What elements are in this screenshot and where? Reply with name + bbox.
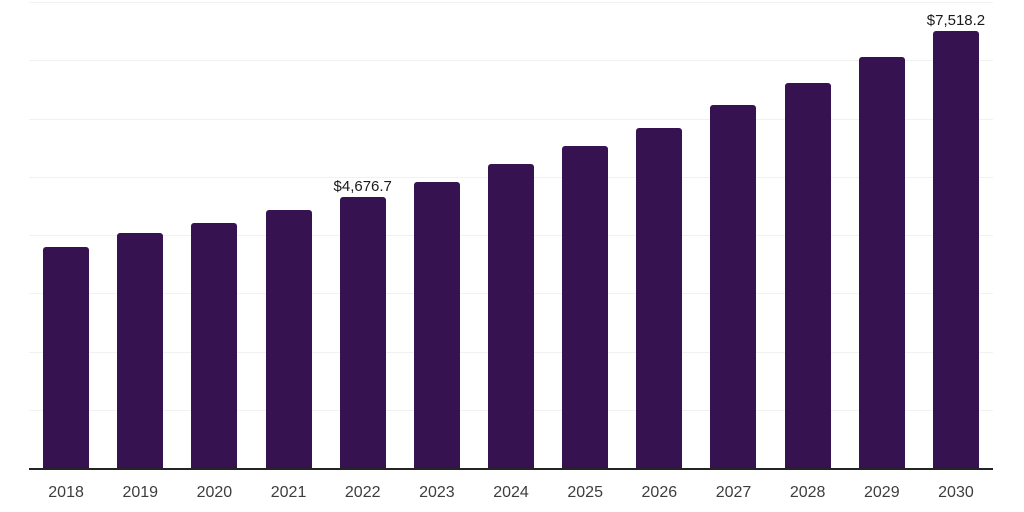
bar-slot-2019	[103, 3, 177, 469]
bar-2028	[784, 82, 831, 469]
bar-2022: $4,676.7	[334, 179, 392, 469]
value-label-2022: $4,676.7	[333, 177, 392, 195]
x-tick-2028: 2028	[789, 484, 826, 501]
bar-2029	[858, 57, 905, 469]
bar-slot-2030: $7,518.2	[919, 3, 993, 469]
bar-slot-2025	[548, 3, 622, 469]
value-label-2030: $7,518.2	[926, 12, 986, 30]
bar-slot-2018	[29, 3, 103, 469]
bar-slot-2023	[400, 3, 474, 469]
bar-2020	[191, 223, 238, 469]
bar-slot-2026	[622, 3, 696, 469]
bar-2019	[117, 233, 164, 469]
bar-2023	[413, 181, 460, 469]
bar-2018	[43, 247, 90, 469]
gridline-8000	[29, 2, 993, 3]
bar-slot-2021	[251, 3, 325, 469]
bar-2024	[488, 163, 535, 469]
bar-slot-2027	[696, 3, 770, 469]
bar-slot-2028	[771, 3, 845, 469]
bar-slot-2024	[474, 3, 548, 469]
gridline-7000	[29, 60, 993, 62]
bar-slot-2020	[177, 3, 251, 469]
bar-2026	[636, 127, 683, 469]
gridline-6000	[29, 118, 993, 120]
bar-slot-2029	[845, 3, 919, 469]
x-tick-2020: 2020	[196, 484, 233, 501]
bar-2030: $7,518.2	[927, 13, 985, 469]
bar-2021	[265, 210, 312, 469]
x-tick-2022: 2022	[344, 484, 381, 501]
x-tick-2027: 2027	[715, 484, 752, 501]
x-axis-labels: 2018 2019 2020 2021 2022 2023 2024 2025 2026 2027…	[29, 483, 993, 503]
x-tick-2029: 2029	[864, 484, 900, 501]
x-tick-2025: 2025	[567, 484, 603, 501]
bar-slot-2022: $4,676.7	[326, 3, 400, 469]
x-tick-2018: 2018	[48, 484, 84, 501]
x-tick-2021: 2021	[270, 484, 307, 501]
x-tick-2026: 2026	[641, 484, 678, 501]
x-tick-2030: 2030	[938, 484, 974, 501]
x-tick-2023: 2023	[419, 484, 455, 501]
x-tick-2024: 2024	[493, 484, 529, 501]
x-tick-2019: 2019	[122, 484, 159, 501]
bar-2025	[562, 146, 609, 469]
bar-2027	[710, 104, 757, 469]
x-axis-line	[29, 468, 993, 470]
plot-area: $4,676.7 $7,518.2	[29, 2, 993, 469]
